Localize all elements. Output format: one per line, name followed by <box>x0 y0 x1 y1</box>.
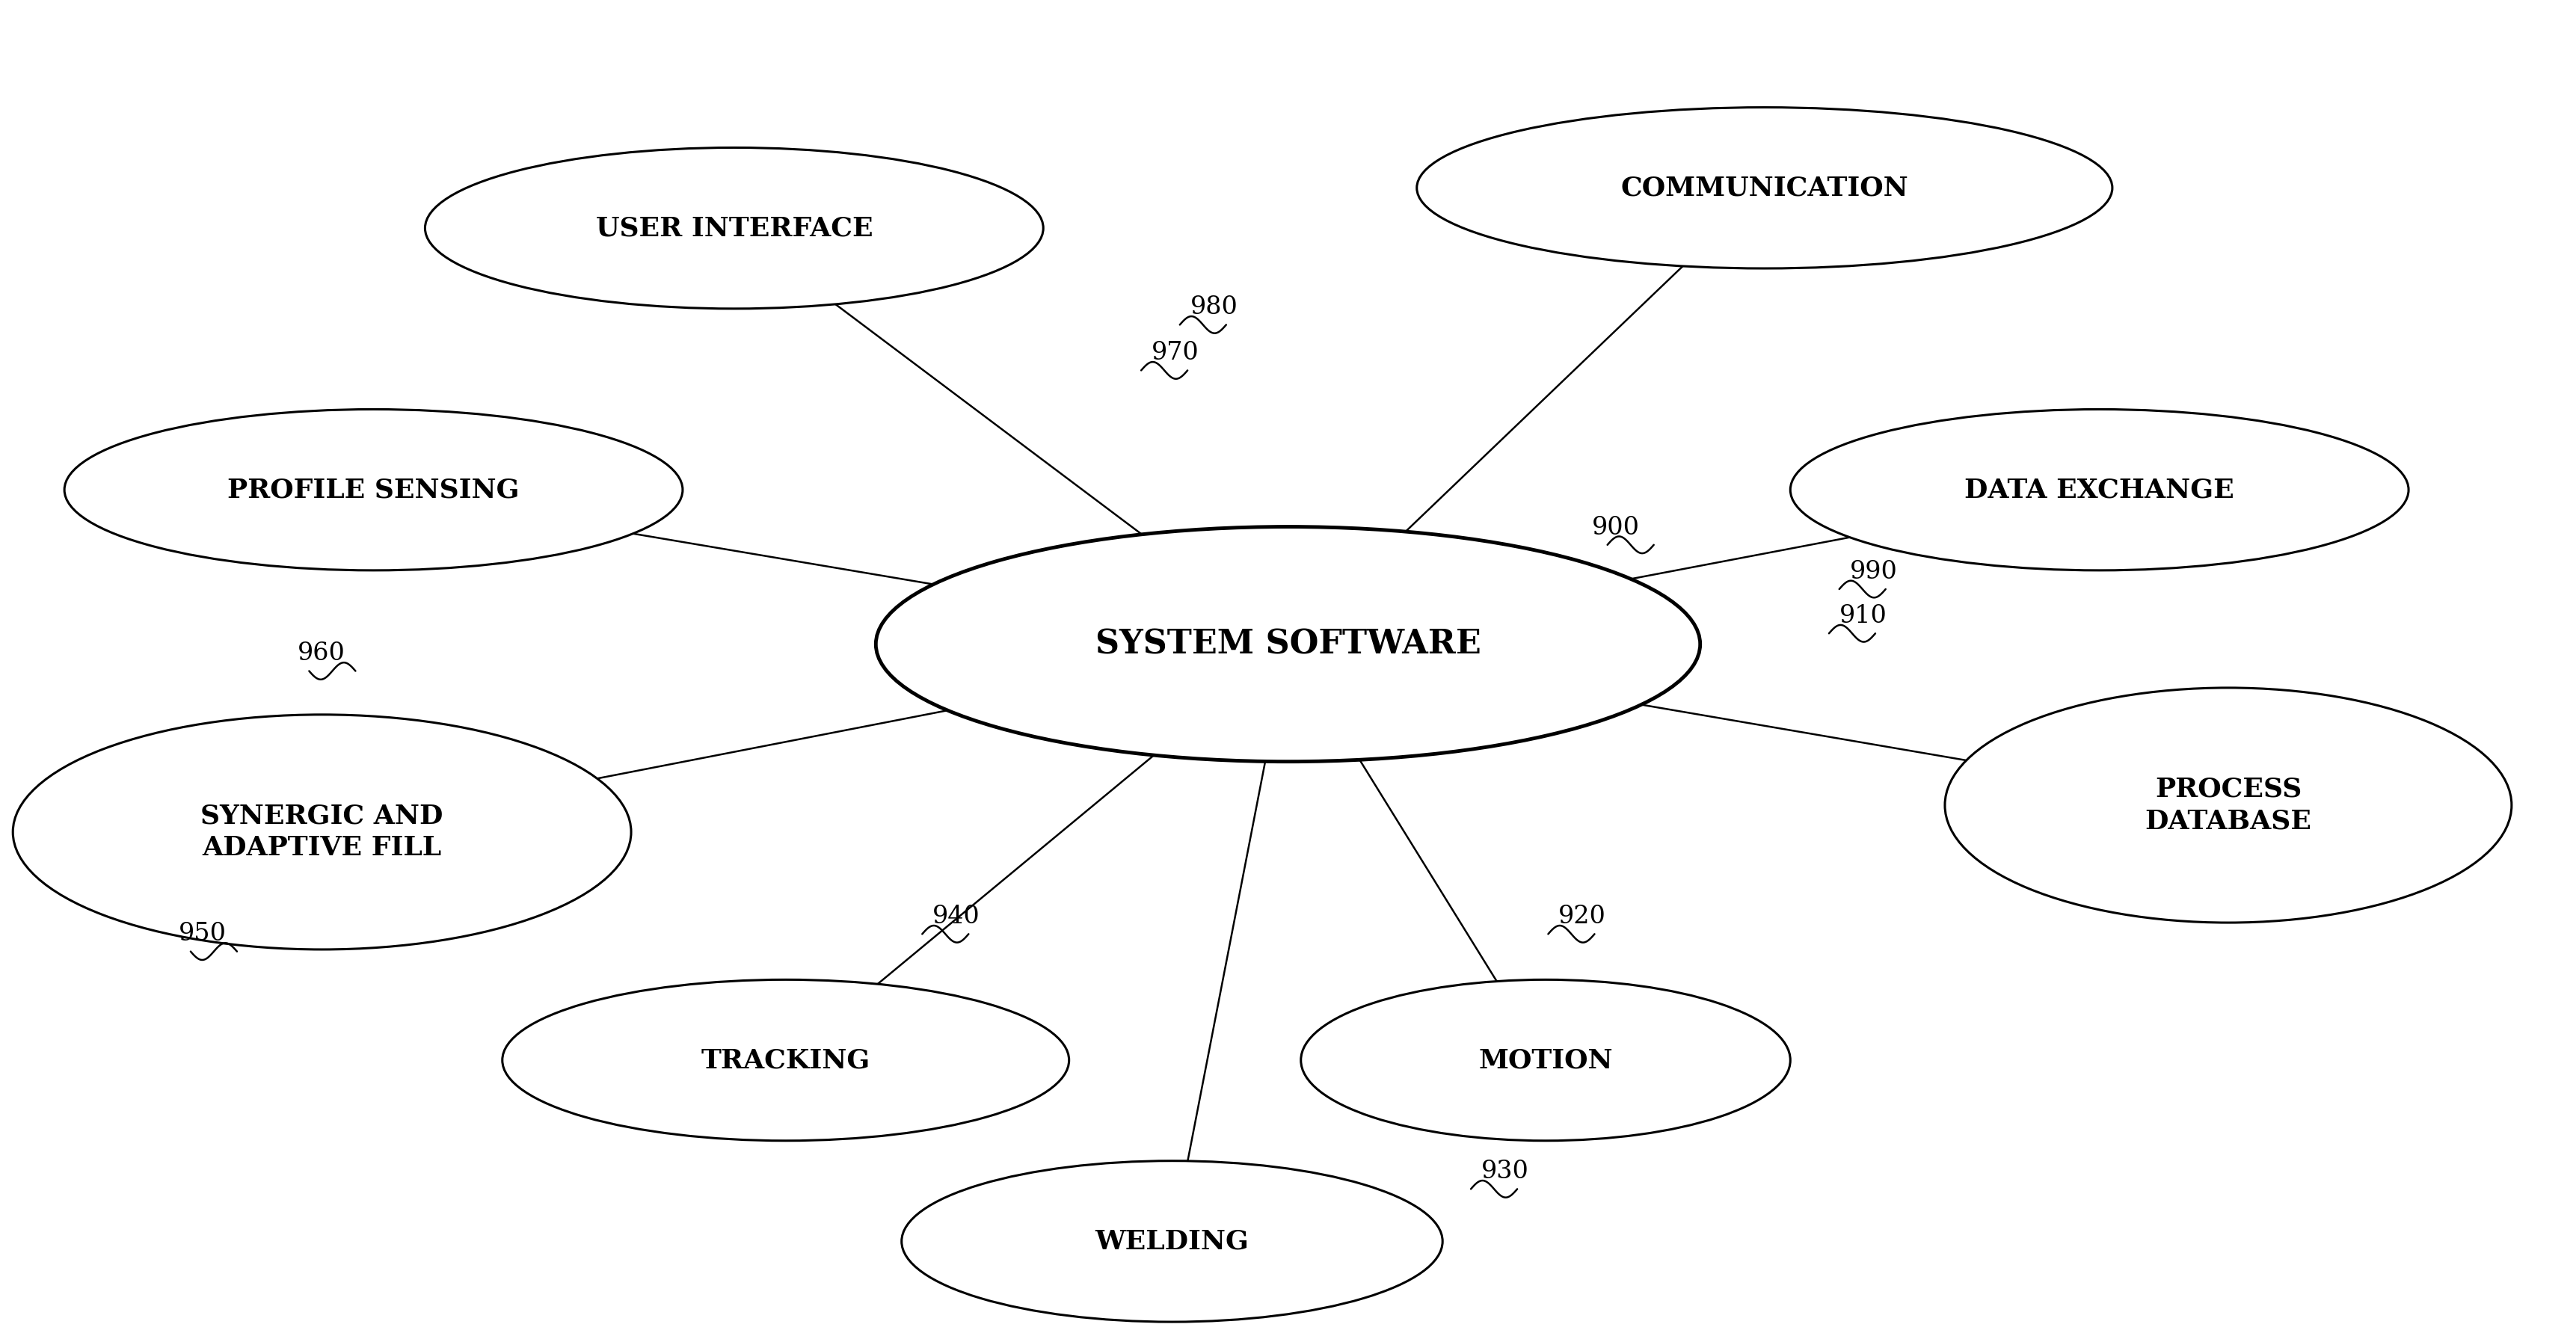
Ellipse shape <box>1945 687 2512 923</box>
Ellipse shape <box>1301 980 1790 1141</box>
Text: WELDING: WELDING <box>1095 1229 1249 1253</box>
Text: USER INTERFACE: USER INTERFACE <box>595 216 873 240</box>
Text: 910: 910 <box>1839 604 1888 628</box>
Ellipse shape <box>876 526 1700 762</box>
Ellipse shape <box>502 980 1069 1141</box>
Text: DATA EXCHANGE: DATA EXCHANGE <box>1965 478 2233 502</box>
Text: 930: 930 <box>1481 1159 1530 1184</box>
Text: TRACKING: TRACKING <box>701 1048 871 1072</box>
Text: 920: 920 <box>1558 905 1607 929</box>
Text: PROCESS
DATABASE: PROCESS DATABASE <box>2146 777 2311 833</box>
Text: PROFILE SENSING: PROFILE SENSING <box>227 478 520 502</box>
Ellipse shape <box>425 148 1043 309</box>
Ellipse shape <box>1790 409 2409 570</box>
Text: 900: 900 <box>1592 515 1641 539</box>
Text: 940: 940 <box>933 905 981 929</box>
Ellipse shape <box>64 409 683 570</box>
Text: COMMUNICATION: COMMUNICATION <box>1620 176 1909 200</box>
Text: 980: 980 <box>1190 295 1239 319</box>
Ellipse shape <box>902 1161 1443 1322</box>
Text: 970: 970 <box>1151 341 1200 365</box>
Ellipse shape <box>13 714 631 950</box>
Text: 960: 960 <box>296 641 345 666</box>
Text: SYSTEM SOFTWARE: SYSTEM SOFTWARE <box>1095 628 1481 660</box>
Text: 990: 990 <box>1850 560 1899 584</box>
Text: SYNERGIC AND
ADAPTIVE FILL: SYNERGIC AND ADAPTIVE FILL <box>201 804 443 860</box>
Ellipse shape <box>1417 107 2112 268</box>
Text: 950: 950 <box>178 922 227 946</box>
Text: MOTION: MOTION <box>1479 1048 1613 1072</box>
